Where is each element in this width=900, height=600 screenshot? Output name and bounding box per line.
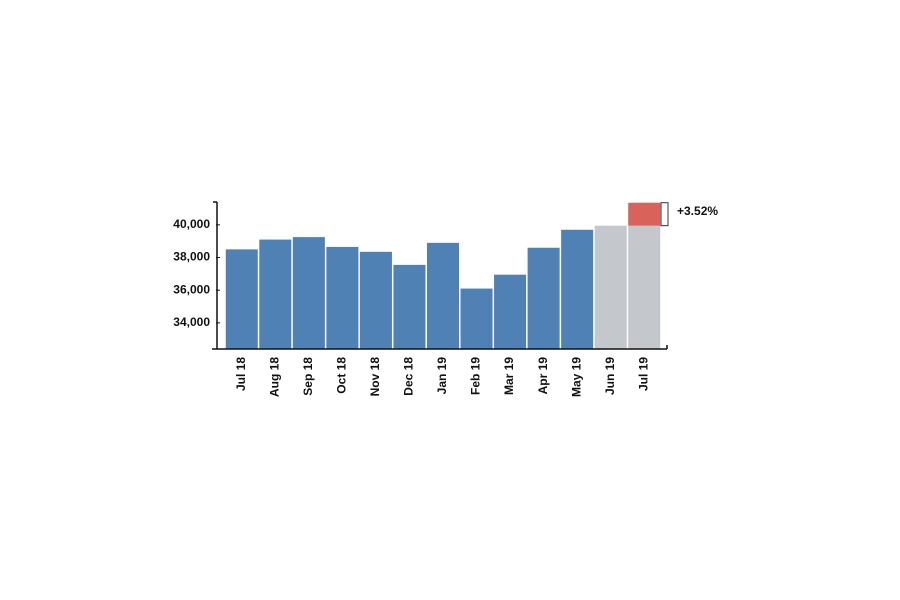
x-tick-label: Jul 19 [636,357,650,391]
increment-label: +3.52% [677,204,718,218]
x-tick-label: Jul 18 [234,357,248,391]
bar [259,239,292,349]
x-tick-label: Sep 18 [301,357,315,396]
x-tick-label: Oct 18 [335,357,349,394]
y-tick-label: 34,000 [173,315,210,329]
bar [594,225,627,349]
bar [359,251,392,349]
x-tick-label: Jun 19 [603,357,617,395]
x-tick-label: Feb 19 [469,357,483,395]
y-tick-label: 36,000 [173,282,210,296]
increment-bar [628,202,661,226]
bar [460,288,493,349]
y-tick-label: 38,000 [173,250,210,264]
bar [225,249,258,349]
x-tick-label: Aug 18 [267,357,281,397]
bar [527,247,560,349]
x-tick-label: Dec 18 [402,357,416,396]
bar [561,229,594,349]
bar [628,225,661,349]
x-tick-label: May 19 [569,357,583,397]
bar [426,242,460,349]
x-tick-label: Apr 19 [536,357,550,395]
y-tick-label: 40,000 [173,217,210,231]
increment-box [660,202,669,227]
bar [292,237,325,349]
bar [326,246,359,349]
x-tick-label: Mar 19 [502,357,516,395]
x-tick-label: Nov 18 [368,357,382,397]
bar [393,264,426,349]
bar [494,274,527,349]
x-tick-label: Jan 19 [435,357,449,395]
